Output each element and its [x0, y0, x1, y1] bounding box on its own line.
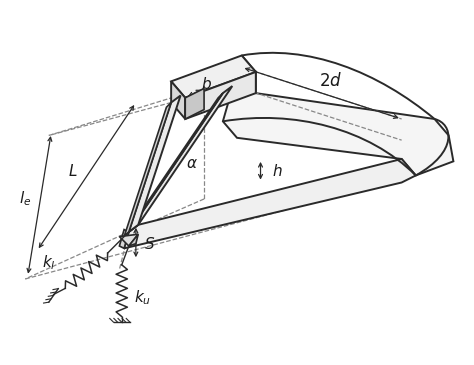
Polygon shape [129, 86, 232, 232]
Polygon shape [124, 93, 223, 237]
Text: $k_u$: $k_u$ [134, 288, 152, 307]
Text: $b$: $b$ [201, 76, 212, 92]
Polygon shape [119, 230, 129, 248]
Text: $L$: $L$ [68, 163, 77, 179]
Text: $l_e$: $l_e$ [19, 189, 31, 208]
Polygon shape [171, 55, 256, 98]
Text: $k_l$: $k_l$ [42, 253, 56, 272]
Text: $2d$: $2d$ [319, 72, 343, 91]
Text: $S$: $S$ [145, 236, 155, 251]
Text: $h$: $h$ [272, 163, 283, 179]
Polygon shape [124, 159, 416, 248]
Polygon shape [129, 96, 181, 232]
Text: $\alpha$: $\alpha$ [186, 157, 198, 171]
Polygon shape [124, 103, 171, 237]
Polygon shape [185, 88, 204, 119]
Polygon shape [119, 234, 138, 246]
Polygon shape [129, 234, 138, 246]
Polygon shape [171, 81, 185, 119]
Polygon shape [185, 72, 256, 119]
Polygon shape [223, 55, 454, 176]
